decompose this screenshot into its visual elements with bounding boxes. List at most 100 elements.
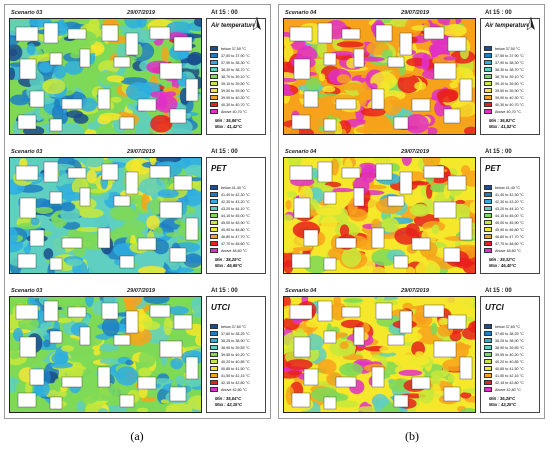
building-footprint bbox=[49, 191, 63, 205]
legend-swatch bbox=[484, 241, 492, 246]
building-footprint bbox=[459, 217, 473, 241]
column-b: Scenario 04 29/07/2019 At 15 : 00 Air tempe… bbox=[278, 4, 545, 419]
building-footprint bbox=[49, 257, 63, 271]
building-footprint bbox=[137, 376, 157, 390]
building-footprint bbox=[29, 368, 45, 386]
date-label: 29/07/2019 bbox=[401, 288, 429, 294]
building-footprint bbox=[185, 356, 199, 380]
building-footprint bbox=[97, 227, 111, 249]
legend-swatch bbox=[210, 352, 218, 357]
building-footprint bbox=[61, 98, 83, 110]
building-footprint bbox=[293, 58, 311, 80]
legend-label: 47,70 to 48,60 °C bbox=[495, 241, 524, 246]
legend-label: 42,15 to 42,80 °C bbox=[221, 380, 250, 385]
thermal-map bbox=[9, 157, 202, 274]
legend-item: Above 40,70 °C bbox=[210, 108, 250, 115]
legend-label: 42,15 to 42,80 °C bbox=[495, 380, 524, 385]
legend-item: 40,30 to 40,70 °C bbox=[210, 101, 250, 108]
legend-item: 41,40 to 42,30 °C bbox=[484, 191, 524, 198]
building-footprint bbox=[433, 201, 457, 219]
time-label: At 15 : 00 bbox=[211, 288, 238, 294]
building-footprint bbox=[113, 334, 131, 346]
legend-swatch bbox=[210, 241, 218, 246]
legend-title: UTCI bbox=[485, 303, 504, 312]
legend-swatch bbox=[210, 380, 218, 385]
legend-label: 37,60 to 38,25 °C bbox=[495, 331, 524, 336]
building-footprint bbox=[447, 314, 467, 330]
date-label: 29/07/2019 bbox=[401, 149, 429, 155]
map-panel: Scenario 04 29/07/2019 At 15 : 00 UTCI below… bbox=[283, 287, 540, 415]
legend-item: 46,80 to 47,70 °C bbox=[210, 233, 250, 240]
legend-swatch bbox=[210, 345, 218, 350]
building-footprint bbox=[79, 48, 91, 68]
legend-item: 38,90 to 39,55 °C bbox=[210, 344, 250, 351]
building-footprint bbox=[291, 392, 311, 408]
legend-item: 40,20 to 40,85 °C bbox=[484, 358, 524, 365]
building-footprint bbox=[125, 310, 139, 334]
building-footprint bbox=[49, 52, 63, 66]
legend-label: 43,20 to 44,10 °C bbox=[495, 206, 524, 211]
legend-item: 45,90 to 46,80 °C bbox=[484, 226, 524, 233]
legend-item: 38,90 to 39,55 °C bbox=[484, 344, 524, 351]
legend-items: below 37,50 °C 37,50 to 37,90 °C 37,90 to … bbox=[484, 45, 524, 115]
legend-swatch bbox=[484, 192, 492, 197]
legend: PET below 41,40 °C 41,40 to 42,30 °C 42,30 … bbox=[480, 157, 540, 274]
legend: PET below 41,40 °C 41,40 to 42,30 °C 42,30 … bbox=[206, 157, 266, 274]
building-footprint bbox=[43, 300, 59, 322]
legend-item: 38,30 to 38,70 °C bbox=[210, 66, 250, 73]
legend-swatch bbox=[484, 352, 492, 357]
min-value: Min : 36,28°C bbox=[489, 396, 516, 401]
legend-swatch bbox=[210, 74, 218, 79]
legend-swatch bbox=[484, 53, 492, 58]
max-value: Max : 42,15°C bbox=[215, 402, 243, 407]
thermal-map bbox=[283, 296, 476, 413]
legend-label: Above 48,60 °C bbox=[221, 248, 247, 253]
legend-swatch bbox=[484, 213, 492, 218]
min-value: Min : 35,54°C bbox=[215, 396, 242, 401]
max-value: Max : 41,52°C bbox=[489, 124, 517, 129]
building-footprint bbox=[341, 28, 361, 40]
legend-label: Above 40,70 °C bbox=[221, 109, 247, 114]
legend-label: 40,85 to 41,50 °C bbox=[495, 366, 524, 371]
legend-swatch bbox=[484, 46, 492, 51]
building-footprint bbox=[353, 187, 365, 207]
legend-item: 37,60 to 38,25 °C bbox=[210, 330, 250, 337]
legend-label: 40,20 to 40,85 °C bbox=[495, 359, 524, 364]
legend-item: below 41,40 °C bbox=[210, 184, 250, 191]
min-max: Min : 35,54°C Max : 42,15°C bbox=[215, 396, 242, 408]
min-max: Min : 36,92°C Max : 41,52°C bbox=[489, 118, 516, 130]
building-footprint bbox=[371, 88, 385, 110]
legend-title: UTCI bbox=[211, 303, 230, 312]
legend-item: 38,70 to 39,10 °C bbox=[210, 73, 250, 80]
legend-title: Air temperature bbox=[211, 23, 256, 29]
legend-label: below 37,50 °C bbox=[495, 46, 521, 51]
legend-swatch bbox=[210, 109, 218, 114]
legend-item: 45,00 to 45,90 °C bbox=[484, 219, 524, 226]
building-footprint bbox=[387, 56, 405, 68]
legend-label: 47,70 to 48,60 °C bbox=[221, 241, 250, 246]
legend-label: below 41,40 °C bbox=[221, 185, 247, 190]
building-footprint bbox=[17, 253, 37, 269]
building-footprint bbox=[61, 376, 83, 388]
legend-label: 46,80 to 47,70 °C bbox=[221, 234, 250, 239]
min-value: Min : 38,25°C bbox=[215, 257, 242, 262]
legend-swatch bbox=[484, 380, 492, 385]
building-footprint bbox=[335, 237, 357, 249]
building-footprint bbox=[291, 253, 311, 269]
legend-item: 39,55 to 40,20 °C bbox=[484, 351, 524, 358]
legend-label: 45,00 to 45,90 °C bbox=[495, 220, 524, 225]
building-footprint bbox=[15, 304, 39, 320]
scenario-label: Scenario 03 bbox=[11, 10, 43, 16]
column-a: Scenario 03 29/07/2019 At 15 : 00 Air tempe… bbox=[4, 4, 271, 419]
legend-swatch bbox=[210, 387, 218, 392]
building-footprint bbox=[411, 237, 431, 251]
legend-item: 45,90 to 46,80 °C bbox=[210, 226, 250, 233]
building-footprint bbox=[317, 300, 333, 322]
building-footprint bbox=[443, 386, 461, 402]
building-footprint bbox=[399, 32, 413, 56]
legend-item: below 41,40 °C bbox=[484, 184, 524, 191]
building-footprint bbox=[61, 237, 83, 249]
legend-label: 44,10 to 45,00 °C bbox=[221, 213, 250, 218]
legend-label: 40,30 to 40,70 °C bbox=[495, 102, 524, 107]
scenario-label: Scenario 03 bbox=[11, 149, 43, 155]
